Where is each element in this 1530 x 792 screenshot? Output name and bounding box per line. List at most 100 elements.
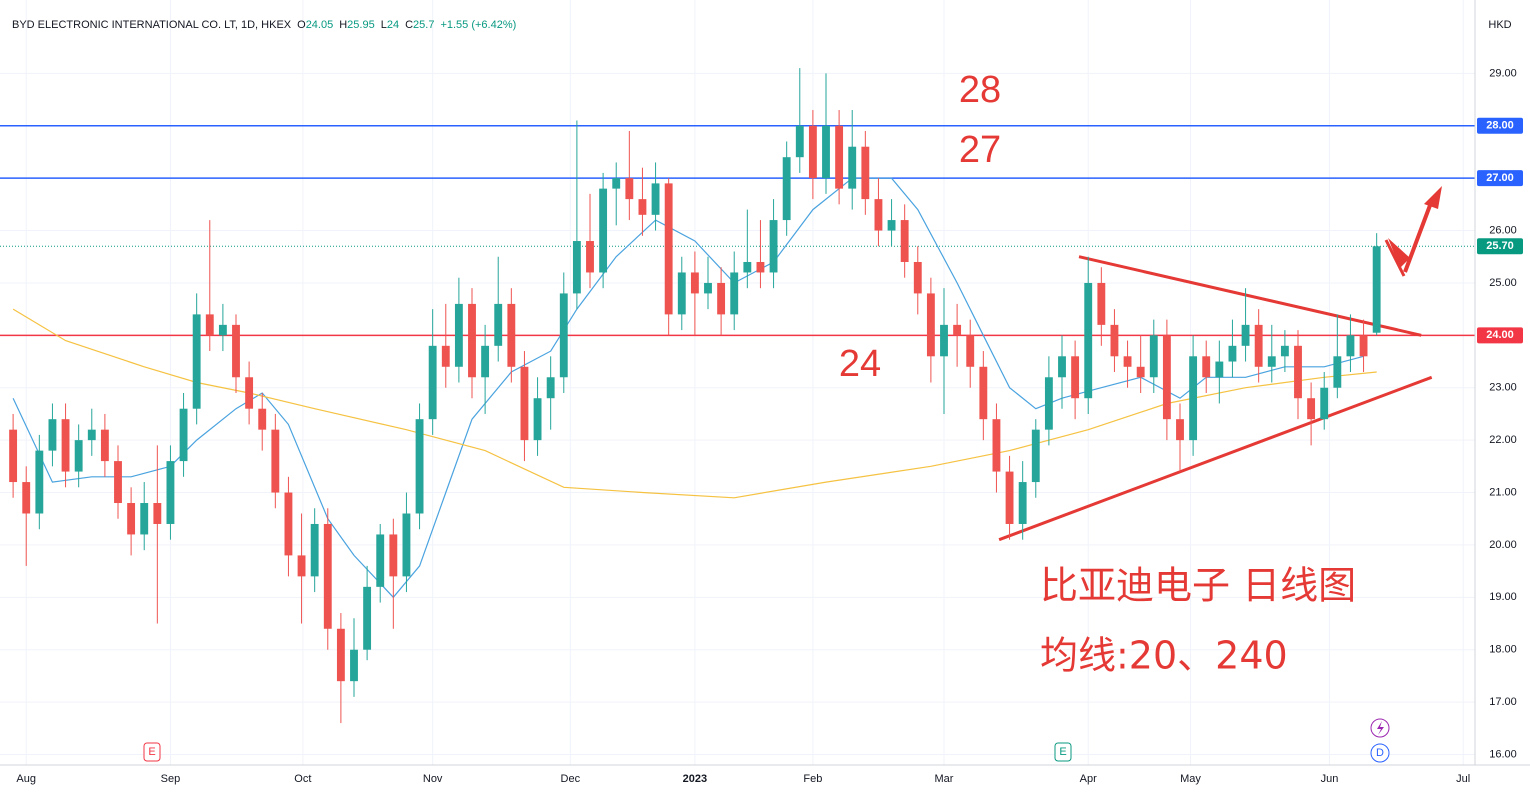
candle-body [179,408,188,462]
candle-body [35,450,44,514]
candle-body [861,146,870,200]
arrow-stem [1403,199,1434,273]
candle-body [835,125,844,189]
trend-line [1078,255,1422,337]
annotation: 24 [839,343,881,385]
candle-body [205,314,214,336]
candle-body [1372,246,1381,333]
event-label: D [1376,747,1384,759]
x-tick-label: Aug [16,773,36,785]
candle-body [258,408,267,430]
candle-body [389,534,398,577]
candle-body [1058,356,1066,378]
event-markers: E E D [143,718,1390,763]
candle-body [454,303,463,367]
candle-body [1333,356,1342,388]
candle-body [153,503,162,524]
candle-body [612,178,621,189]
y-tick-label: 23.00 [1489,382,1517,394]
candle-body [546,377,555,399]
candle-body [218,324,227,336]
candle-body [966,335,975,367]
candle-body [1097,282,1106,325]
candle-body [297,555,306,577]
x-tick-label: Dec [561,773,581,785]
l-value: 24 [387,19,399,31]
price-tag-label: 27.00 [1486,172,1514,184]
candle-body [22,482,31,514]
y-tick-label: 25.00 [1489,277,1517,289]
dividend-marker [1370,743,1390,763]
candle-body [848,146,857,189]
candle-body [677,272,686,315]
event-box [1054,742,1072,762]
price-tag-label: 28.00 [1486,120,1514,132]
trend-line [998,375,1433,542]
candle-body [1359,335,1368,357]
candle-body [1254,324,1263,367]
candle-body [376,534,385,587]
note: 比亚迪电子 日线图 [1040,564,1356,608]
candle-body [887,220,896,231]
candle-body [363,586,372,650]
candle-body [704,282,712,294]
price-tag [1477,327,1523,344]
arrows [1384,186,1442,277]
candle-body [979,366,988,420]
x-tick-label: Nov [423,773,443,785]
h-value: 25.95 [347,19,375,31]
candle-body [350,649,358,682]
candle-body [74,440,83,472]
candle-body [940,324,948,357]
x-tick-label: Feb [803,773,822,785]
candle-body [468,303,476,378]
candle-body [1320,387,1329,420]
annotation: 28 [959,69,1001,111]
c-value: 25.7 [413,19,434,31]
candle-body [166,461,175,524]
price-tag-label: 25.70 [1486,240,1514,252]
candle-body [1110,324,1119,357]
candle-body [402,513,411,577]
h-label: H [339,19,347,31]
candle-body [559,293,568,378]
candle-body [284,492,293,556]
candle-body [586,241,594,273]
candle-body [926,293,935,357]
y-tick-label: 22.00 [1489,434,1517,446]
candle-body [428,345,437,420]
annotation: 27 [959,129,1001,171]
candle-body [1123,356,1132,367]
y-tick-label: 29.00 [1489,67,1517,79]
x-tick-label: Oct [294,773,311,785]
candle-body [1005,471,1014,524]
candle-body [625,178,634,200]
x-tick-label: May [1180,773,1201,785]
candle-body [310,523,319,577]
change: +1.55 (+6.42%) [440,19,516,31]
candle-body [232,324,240,378]
y-tick-label: 20.00 [1489,539,1517,551]
candle-body [245,377,254,409]
candle-body [1346,335,1355,357]
candle-body [271,429,280,493]
candle-body [717,282,726,315]
y-tick-label: 17.00 [1489,696,1517,708]
candle-body [87,429,96,441]
candle-body [1280,345,1289,357]
candle-body [782,157,791,221]
price-tag [1477,170,1523,187]
candle-body [127,503,136,535]
y-tick-label: 19.00 [1489,591,1517,603]
y-tick-label: 26.00 [1489,224,1517,236]
x-tick-label: Mar [935,773,954,785]
x-tick-label: Jul [1456,773,1470,785]
levels [0,125,1475,337]
candle-body [1267,356,1276,367]
y-tick-label: 16.00 [1489,748,1517,760]
candle-body [494,303,503,346]
candle-body [1162,335,1171,420]
candle-body [1215,361,1224,378]
candle-body [730,272,739,315]
